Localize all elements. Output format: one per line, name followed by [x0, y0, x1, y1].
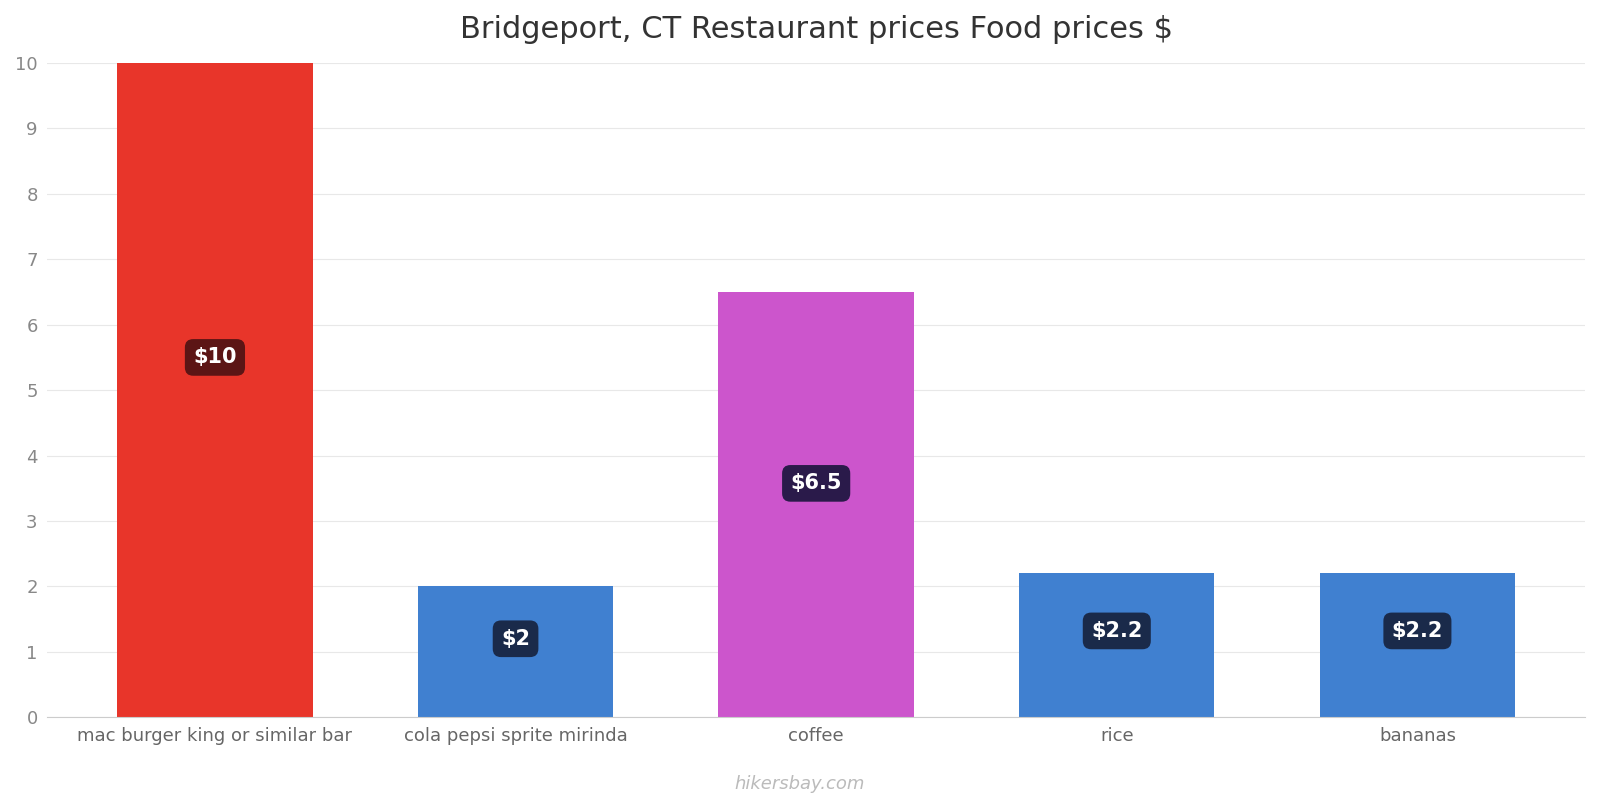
Bar — [418, 586, 613, 718]
Bar — [1320, 574, 1515, 718]
Text: hikersbay.com: hikersbay.com — [734, 775, 866, 793]
Bar — [718, 292, 914, 718]
Text: $2.2: $2.2 — [1392, 621, 1443, 641]
Text: $2: $2 — [501, 629, 530, 649]
Text: $2.2: $2.2 — [1091, 621, 1142, 641]
Text: $10: $10 — [194, 347, 237, 367]
Title: Bridgeport, CT Restaurant prices Food prices $: Bridgeport, CT Restaurant prices Food pr… — [459, 15, 1173, 44]
Text: $6.5: $6.5 — [790, 474, 842, 494]
Bar — [1019, 574, 1214, 718]
Bar — [117, 63, 312, 718]
